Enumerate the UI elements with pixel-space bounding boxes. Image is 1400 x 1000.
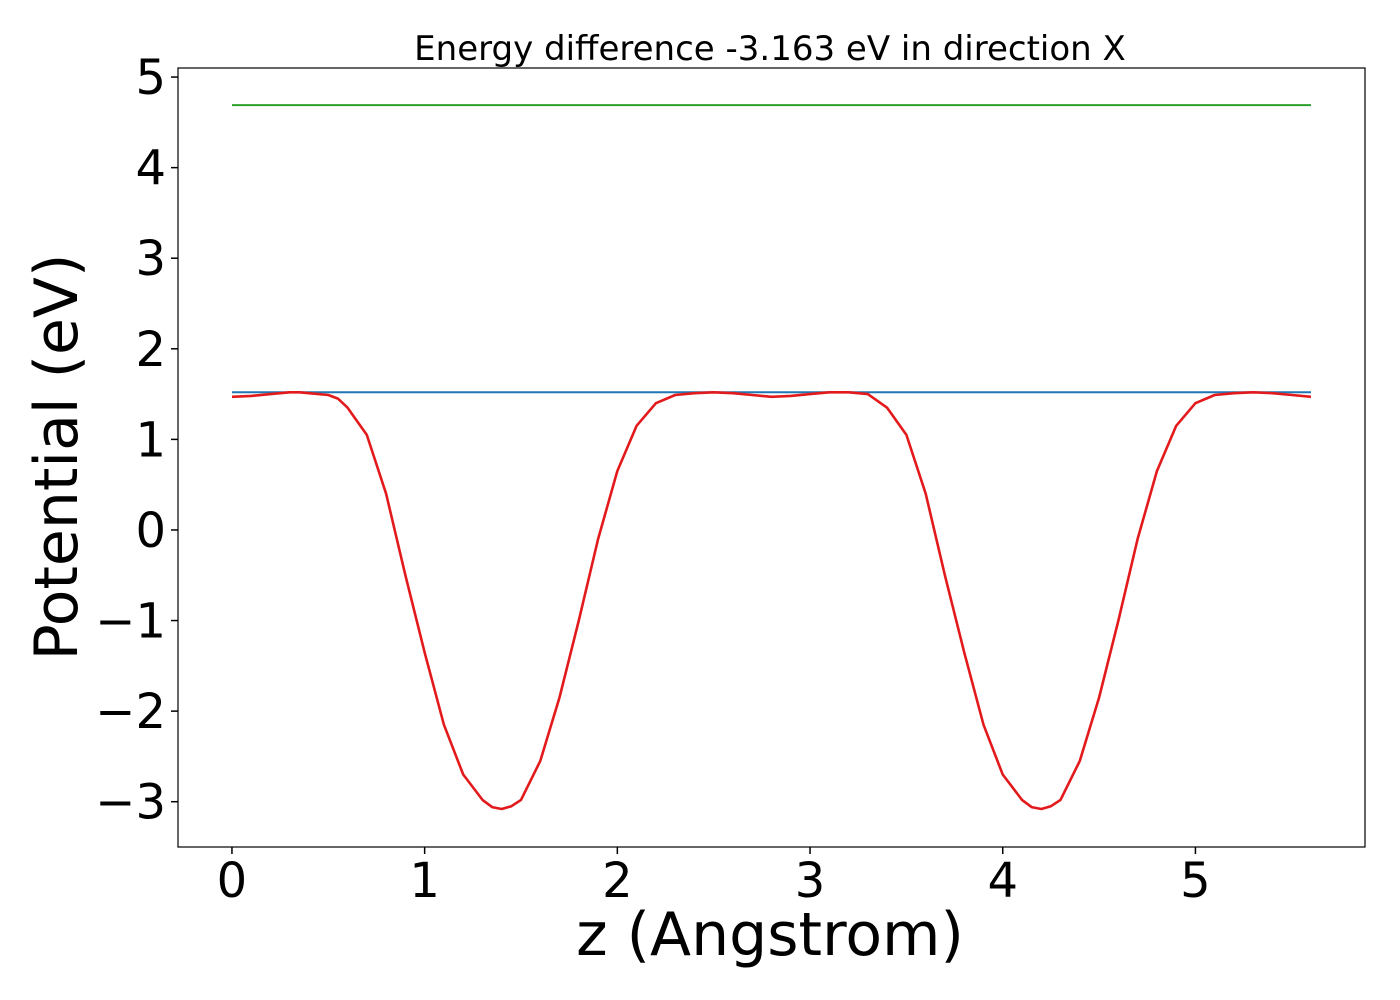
y-tick-label: 1	[135, 412, 166, 468]
y-tick-label: 5	[135, 50, 166, 106]
x-tick-label: 5	[1180, 853, 1211, 909]
x-tick-label: 2	[602, 853, 633, 909]
series-line-3	[231, 390, 1312, 811]
y-tick-label: 0	[135, 503, 166, 559]
y-axis-label: Potential (eV)	[22, 254, 92, 661]
x-axis-label: z (Angstrom)	[576, 900, 964, 970]
y-tick-label: −2	[95, 684, 166, 740]
y-tick-label: −1	[95, 594, 166, 650]
y-tick-label: 2	[135, 322, 166, 378]
y-tick-label: 3	[135, 231, 166, 287]
chart-title: Energy difference -3.163 eV in direction…	[414, 29, 1126, 69]
y-tick-label: 4	[135, 141, 166, 197]
y-tick-label: −3	[95, 775, 166, 831]
y-axis: −3 −2 −1 0 1 2 3 4 5	[95, 50, 178, 831]
plot-frame	[177, 67, 1366, 848]
x-tick-label: 3	[795, 853, 826, 909]
x-axis: 0 1 2 3 4 5	[217, 847, 1211, 909]
plot-area	[231, 104, 1312, 811]
x-tick-label: 4	[987, 853, 1018, 909]
x-tick-label: 1	[409, 853, 440, 909]
x-tick-label: 0	[217, 853, 248, 909]
